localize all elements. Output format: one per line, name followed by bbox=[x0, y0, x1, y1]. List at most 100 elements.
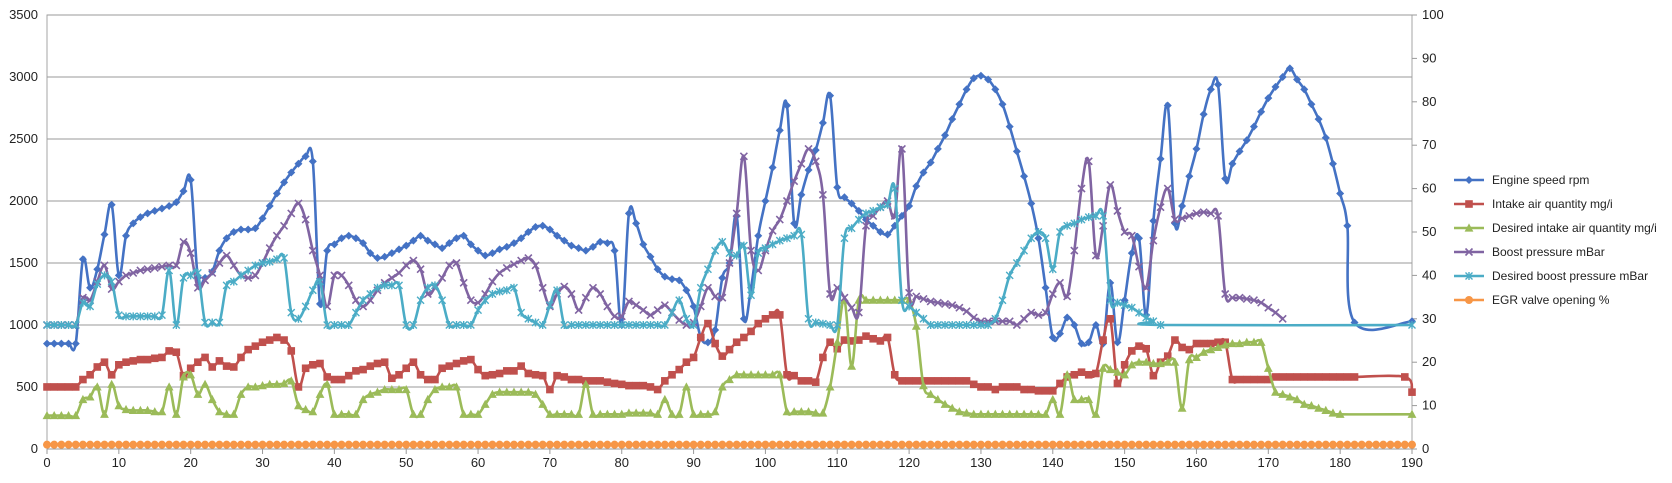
data-point bbox=[150, 206, 159, 215]
data-point bbox=[869, 334, 877, 343]
data-point bbox=[380, 384, 390, 394]
data-point bbox=[337, 375, 346, 384]
axes: 0500100015002000250030003500010203040506… bbox=[9, 7, 1444, 470]
data-point bbox=[948, 301, 957, 310]
data-point bbox=[1034, 387, 1043, 395]
x-tick-label: 90 bbox=[686, 455, 700, 470]
data-point bbox=[1027, 385, 1036, 394]
data-point bbox=[251, 342, 260, 350]
data-point bbox=[322, 379, 332, 388]
data-point bbox=[1113, 440, 1122, 449]
data-point bbox=[718, 293, 727, 302]
x-tick-label: 30 bbox=[255, 455, 269, 470]
data-point bbox=[617, 321, 626, 329]
data-point bbox=[1098, 363, 1108, 372]
data-point bbox=[603, 378, 612, 386]
data-point bbox=[42, 410, 52, 420]
data-point bbox=[1099, 211, 1108, 220]
data-point bbox=[1192, 440, 1201, 449]
data-point bbox=[1321, 405, 1331, 414]
data-point bbox=[833, 183, 842, 192]
data-point bbox=[545, 409, 555, 418]
data-point bbox=[1055, 278, 1065, 287]
data-point bbox=[538, 440, 547, 449]
data-point bbox=[531, 261, 540, 270]
data-point bbox=[1099, 440, 1108, 449]
data-point bbox=[1127, 360, 1137, 369]
data-point bbox=[294, 159, 303, 168]
data-point bbox=[1214, 440, 1223, 449]
data-point bbox=[941, 377, 949, 385]
data-point bbox=[179, 372, 188, 381]
data-point bbox=[1027, 440, 1036, 449]
data-point bbox=[481, 251, 490, 260]
data-point bbox=[1328, 408, 1338, 417]
data-point bbox=[316, 440, 324, 449]
data-point bbox=[208, 363, 217, 371]
data-point bbox=[1070, 219, 1079, 228]
data-point bbox=[631, 408, 641, 417]
data-point bbox=[373, 440, 382, 449]
data-point bbox=[725, 440, 734, 449]
data-point bbox=[1127, 249, 1136, 258]
data-point bbox=[818, 118, 827, 127]
data-point bbox=[1113, 379, 1122, 388]
data-point bbox=[301, 440, 310, 449]
data-point bbox=[1206, 440, 1215, 449]
data-point bbox=[121, 404, 131, 414]
data-point bbox=[344, 440, 353, 449]
data-point bbox=[445, 321, 454, 329]
data-point bbox=[445, 440, 454, 449]
data-point bbox=[423, 236, 432, 245]
y-right-tick-label: 0 bbox=[1422, 441, 1429, 456]
data-point bbox=[1307, 100, 1316, 109]
data-point bbox=[394, 384, 404, 394]
data-point bbox=[495, 245, 504, 254]
data-point bbox=[1084, 338, 1093, 347]
data-point bbox=[1091, 321, 1100, 329]
data-point bbox=[1106, 315, 1115, 323]
x-tick-label: 160 bbox=[1186, 455, 1208, 470]
data-point bbox=[330, 240, 339, 249]
data-point bbox=[502, 286, 511, 295]
data-point bbox=[136, 213, 145, 222]
data-point bbox=[100, 358, 109, 366]
data-point bbox=[553, 286, 562, 295]
x-tick-label: 40 bbox=[327, 455, 341, 470]
data-point bbox=[416, 370, 425, 379]
data-point bbox=[366, 249, 375, 258]
data-point bbox=[1400, 440, 1409, 449]
data-point bbox=[122, 231, 131, 240]
data-point bbox=[1113, 298, 1122, 307]
data-point bbox=[100, 271, 109, 280]
data-point bbox=[1163, 357, 1173, 366]
data-point bbox=[581, 321, 590, 329]
data-point bbox=[50, 440, 59, 449]
data-point bbox=[854, 308, 863, 317]
data-point bbox=[782, 101, 791, 110]
data-point bbox=[603, 440, 612, 449]
data-point bbox=[646, 408, 655, 417]
data-point bbox=[747, 327, 755, 336]
data-point bbox=[129, 440, 138, 449]
data-point bbox=[1120, 440, 1129, 449]
data-point bbox=[481, 371, 490, 380]
data-point bbox=[919, 314, 928, 323]
data-point bbox=[201, 318, 210, 327]
data-point bbox=[143, 405, 152, 414]
data-point bbox=[797, 190, 806, 199]
data-point bbox=[1048, 394, 1058, 404]
data-point bbox=[890, 295, 900, 304]
data-point bbox=[674, 409, 684, 418]
data-point bbox=[208, 268, 217, 277]
data-point bbox=[941, 440, 950, 449]
data-point bbox=[459, 231, 468, 240]
data-point bbox=[531, 370, 540, 379]
data-point bbox=[287, 440, 296, 449]
data-point bbox=[1170, 215, 1179, 224]
y-right-tick-label: 60 bbox=[1422, 181, 1436, 196]
data-point bbox=[186, 440, 195, 449]
data-point bbox=[186, 175, 195, 184]
data-point bbox=[934, 377, 942, 385]
data-point bbox=[689, 440, 698, 449]
